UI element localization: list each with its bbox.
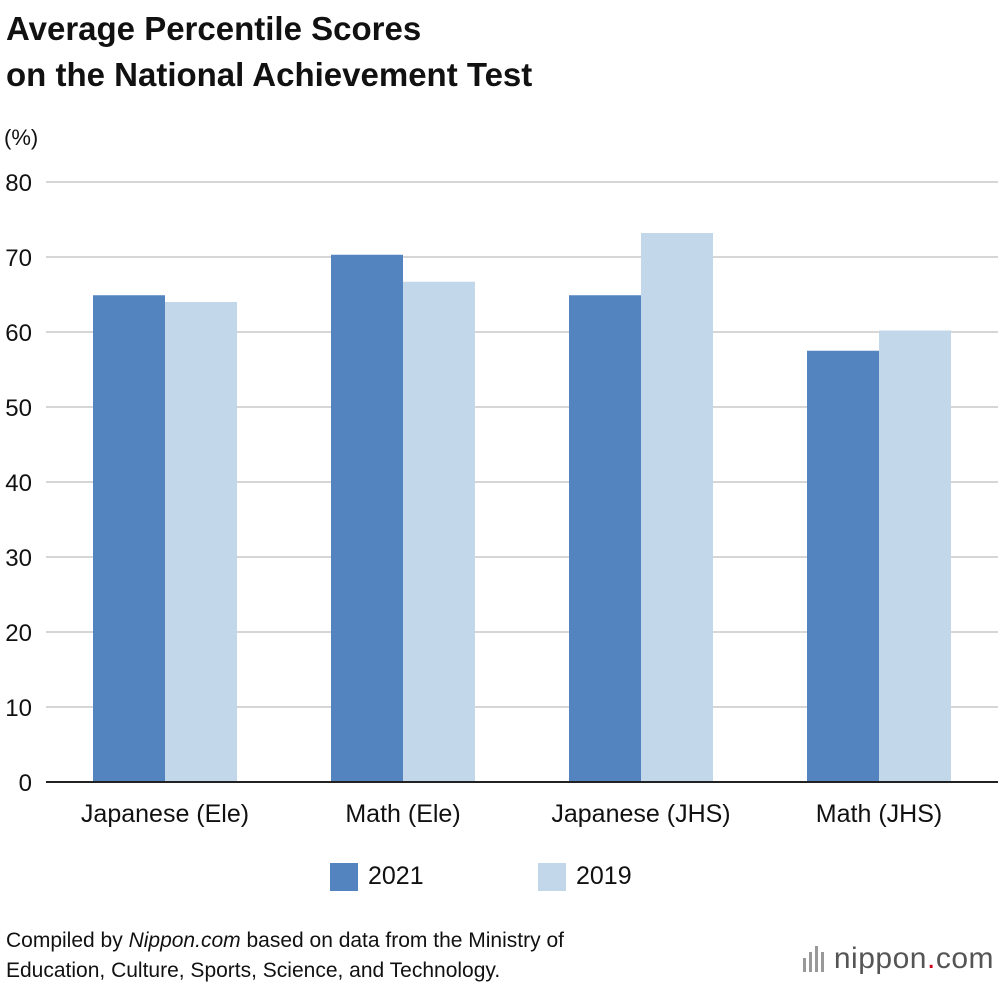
bar-2021-2 bbox=[569, 295, 641, 782]
source-name: Nippon.com bbox=[128, 929, 241, 952]
legend-label-2021: 2021 bbox=[368, 862, 424, 890]
bar-2021-1 bbox=[331, 254, 403, 782]
chart-title-line-1: Average Percentile Scores bbox=[6, 10, 422, 47]
legend-item-2021: 2021 bbox=[330, 862, 424, 891]
legend-swatch-2019 bbox=[538, 862, 566, 891]
bar-2021-3 bbox=[807, 350, 879, 782]
x-tick-label-1: Math (Ele) bbox=[345, 800, 460, 828]
legend-item-2019: 2019 bbox=[538, 862, 632, 891]
legend-swatch-2021 bbox=[330, 862, 358, 891]
y-tick-label-60: 60 bbox=[5, 320, 32, 347]
x-tick-label-0: Japanese (Ele) bbox=[81, 800, 249, 828]
y-tick-label-80: 80 bbox=[5, 170, 32, 197]
y-tick-label-30: 30 bbox=[5, 545, 32, 572]
y-tick-label-20: 20 bbox=[5, 620, 32, 647]
y-tick-label-0: 0 bbox=[19, 770, 32, 797]
source-note: Compiled by Nippon.com based on data fro… bbox=[6, 929, 564, 982]
y-tick-label-50: 50 bbox=[5, 395, 32, 422]
bar-2019-0 bbox=[165, 302, 237, 782]
y-tick-label-40: 40 bbox=[5, 470, 32, 497]
bar-2019-2 bbox=[641, 233, 713, 782]
bar-chart: 0 10 20 30 40 50 60 70 80 Japanese (Ele) Math (Ele… bbox=[5, 170, 998, 828]
nippon-logo: nippon. com bbox=[802, 942, 994, 976]
x-tick-label-3: Math (JHS) bbox=[816, 800, 942, 828]
y-tick-label-10: 10 bbox=[5, 695, 32, 722]
y-tick-label-70: 70 bbox=[5, 245, 32, 272]
legend-label-2019: 2019 bbox=[576, 862, 632, 890]
x-tick-label-2: Japanese (JHS) bbox=[551, 800, 730, 828]
logo-bars-icon bbox=[802, 946, 824, 972]
y-axis-unit-label: (%) bbox=[4, 125, 39, 150]
bar-2021-0 bbox=[93, 295, 165, 782]
bar-2019-1 bbox=[403, 281, 475, 782]
chart-title: Average Percentile Scores on the Nationa… bbox=[6, 6, 532, 98]
chart-title-line-2: on the National Achievement Test bbox=[6, 56, 533, 93]
bar-2019-3 bbox=[879, 330, 951, 782]
